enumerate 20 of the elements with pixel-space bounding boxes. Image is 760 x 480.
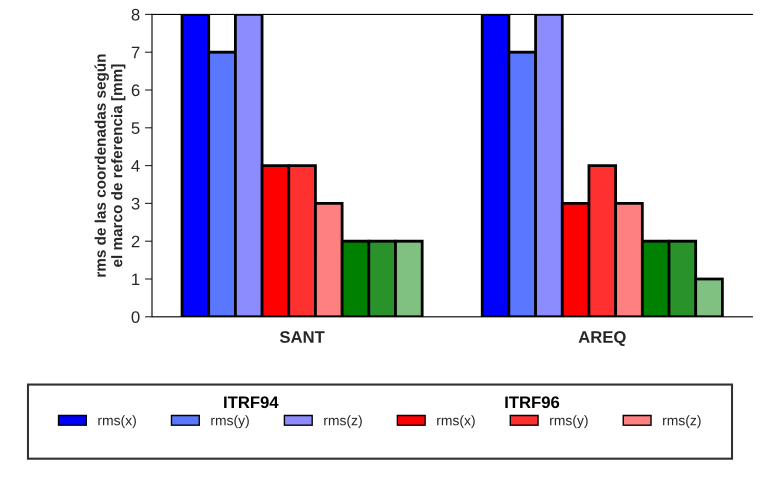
x-tick-label: SANT: [280, 331, 325, 343]
y-tick-label: 1: [132, 274, 140, 286]
text: ITRF96: [505, 396, 560, 408]
y-axis-title: rms de las coordenadas según el marco de referencia [mm]: [94, 54, 126, 277]
y-tick-label: 2: [132, 236, 140, 248]
legend-label: rms(x): [98, 415, 136, 428]
y-tick-label: 6: [132, 84, 140, 96]
x-tick-label: AREQ: [578, 331, 626, 346]
y-tick-label: 4: [131, 160, 140, 172]
y-tick-label: 5: [132, 122, 140, 134]
y-tick-label: 0: [132, 311, 140, 324]
legend-label: rms(z): [663, 415, 701, 428]
y-tick-label: 8: [132, 8, 140, 21]
y-tick-label: 3: [132, 198, 140, 210]
legend-label: rms(z): [324, 415, 362, 428]
text: ITRF94: [224, 396, 278, 408]
y-tick-label: 7: [132, 46, 140, 58]
legend-label: rms(x): [437, 415, 475, 428]
legend-label: rms(y): [211, 415, 249, 428]
legend-label: rms(y): [550, 415, 588, 428]
